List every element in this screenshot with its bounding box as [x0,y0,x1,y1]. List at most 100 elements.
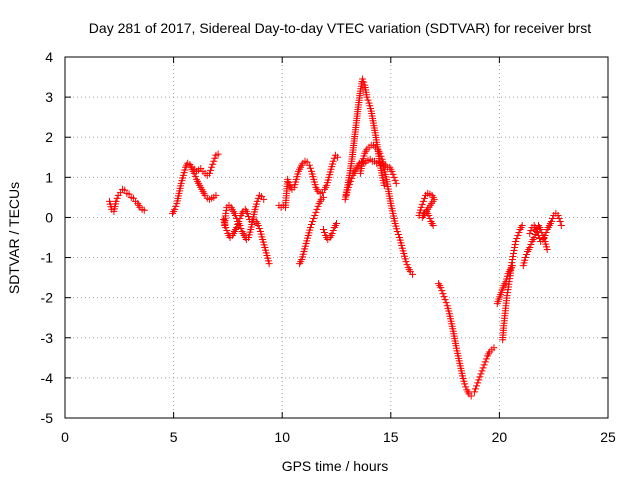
data-point [505,278,513,286]
y-tick-label: -1 [41,250,54,266]
data-point [360,78,368,86]
data-point [557,221,565,229]
series-track_14 [470,344,498,396]
data-point [311,211,319,219]
data-point [214,150,222,158]
data-point [508,256,516,264]
series-track_1 [106,185,148,215]
x-tick-label: 10 [274,429,290,445]
data-point [521,254,529,262]
y-tick-label: -4 [41,370,54,386]
data-point [472,385,480,393]
data-point [314,202,322,210]
data-point [437,284,445,292]
data-point [328,229,336,237]
data-point [265,260,273,268]
plot-border [64,56,609,419]
data-point [512,238,520,246]
data-point [223,226,231,234]
data-point [532,225,540,233]
data-point [440,293,448,301]
y-tick-label: 2 [45,129,53,145]
data-point [409,270,417,278]
data-point [477,370,485,378]
data-point [171,205,179,213]
data-point [172,202,180,210]
data-point [113,194,121,202]
data-point [481,358,489,366]
data-point [312,208,320,216]
data-point [418,200,426,208]
data-point [394,230,402,238]
y-tick-label: -2 [41,290,54,306]
y-tick-label: 3 [45,89,53,105]
data-point [403,261,411,269]
data-point [390,173,398,181]
data-point [235,217,243,225]
data-point [376,149,384,157]
data-point [509,253,517,261]
data-point [309,217,317,225]
data-point [438,287,446,295]
data-point [306,223,314,231]
series-track_4 [221,191,268,244]
data-point [475,376,483,384]
data-point [526,229,534,237]
data-point [556,217,564,225]
x-axis-ticks: 0 5 10 15 20 25 [61,57,616,445]
data-point [310,214,318,222]
data-point [476,373,484,381]
data-point [285,178,293,186]
data-point [554,211,562,219]
data-point [530,234,538,241]
data-point [429,221,437,229]
data-point [555,214,563,222]
data-point [359,75,367,83]
x-tick-label: 5 [170,429,178,445]
data-point [549,214,557,222]
x-tick-label: 20 [492,429,508,445]
data-point [209,160,217,168]
data-point [419,197,427,205]
data-point [515,228,523,236]
data-point [344,183,352,191]
data-point [255,224,263,232]
y-tick-label: 0 [45,209,53,225]
data-point [482,355,490,363]
data-point [208,163,216,171]
series-track_11 [356,141,417,278]
data-point [243,209,251,217]
data-point [543,246,551,254]
x-axis-label: GPS time / hours [282,458,389,474]
data-point [393,227,401,235]
y-axis-ticks: -5 -4 -3 -2 -1 0 1 2 3 4 [41,49,608,426]
data-point [439,290,447,298]
data-point [363,93,371,101]
data-point [254,221,262,229]
x-tick-label: 25 [600,429,616,445]
data-point [402,258,410,266]
y-tick-label: -3 [41,330,54,346]
series-track_16 [499,221,526,344]
data-point [253,197,261,205]
data-point [364,96,372,104]
data-point [479,364,487,372]
data-point [236,214,244,222]
data-point [346,180,354,188]
data-point [377,152,385,160]
data-point [510,250,518,258]
data-point [527,226,535,234]
data-point [329,226,337,234]
data-points [106,75,565,400]
data-point [380,181,388,189]
data-point [212,191,220,199]
data-point [514,231,522,239]
data-point [511,241,519,249]
series-track_7 [296,193,327,268]
data-point [480,361,488,369]
y-tick-label: 4 [45,49,53,65]
series-track_3 [188,150,222,179]
data-point [473,382,481,390]
series-track_5 [220,205,273,268]
data-point [425,211,433,219]
